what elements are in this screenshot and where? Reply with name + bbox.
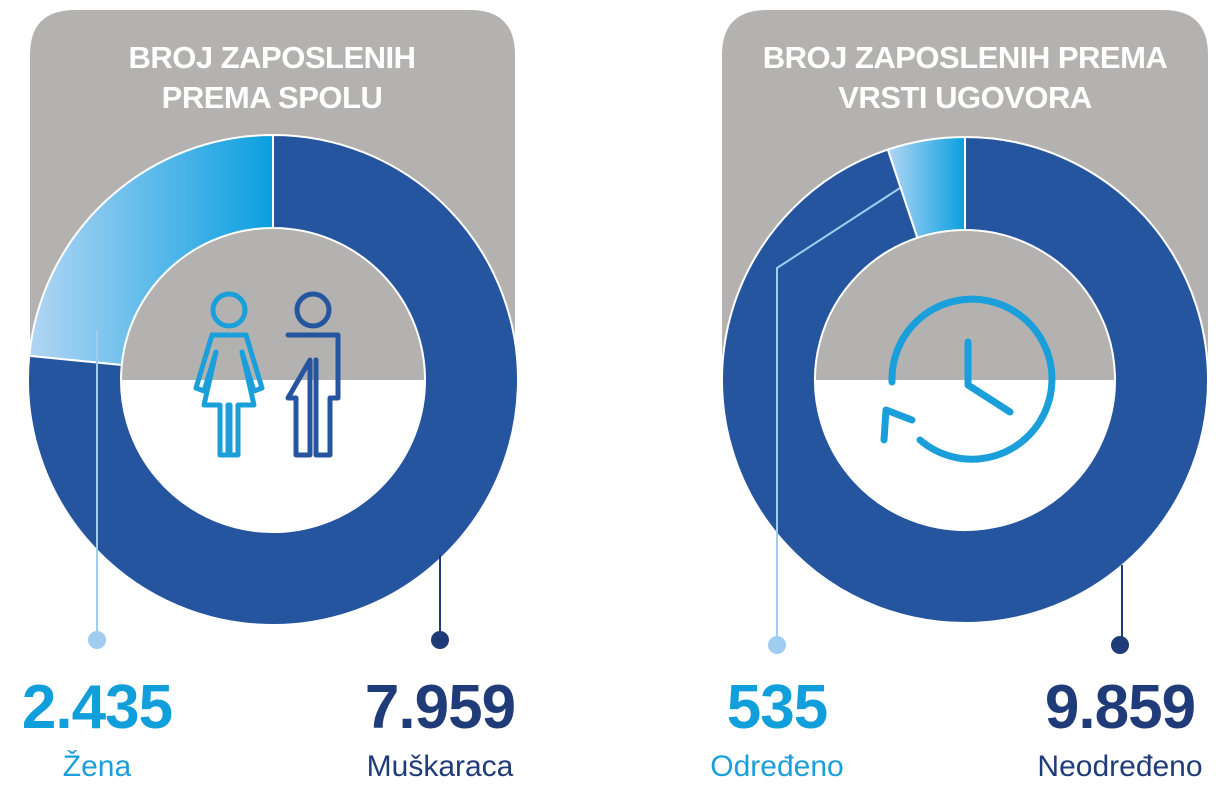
female-icon — [193, 291, 265, 458]
male-icon — [285, 291, 341, 458]
value-label: 535 — [727, 673, 827, 742]
value-label: 2.435 — [22, 673, 172, 742]
leader-dot — [768, 636, 786, 654]
leader-line — [776, 187, 901, 645]
chart-title: BROJ ZAPOSLENIH PREMA VRSTI UGOVORA — [762, 40, 1168, 115]
donut-segment — [721, 135, 1209, 624]
icons — [193, 291, 1056, 463]
value-label: 7.959 — [365, 673, 515, 742]
category-label: Muškaraca — [367, 750, 514, 783]
chart-title: BROJ ZAPOSLENIH PREMA SPOLU — [128, 40, 416, 115]
leader-dot — [431, 631, 449, 649]
charts: 2.435 Žena 7.959 Muškaraca 535 Određeno 9.859 N… — [22, 133, 1209, 783]
category-label: Žena — [63, 750, 132, 783]
category-label: Neodređeno — [1037, 750, 1202, 783]
category-label: Određeno — [710, 750, 843, 783]
value-label: 9.859 — [1045, 673, 1195, 742]
donut-segment — [27, 133, 519, 626]
donut-segment — [28, 133, 274, 367]
leader-dot — [88, 631, 106, 649]
clock-icon — [880, 295, 1056, 463]
leader-dot — [1111, 636, 1129, 654]
